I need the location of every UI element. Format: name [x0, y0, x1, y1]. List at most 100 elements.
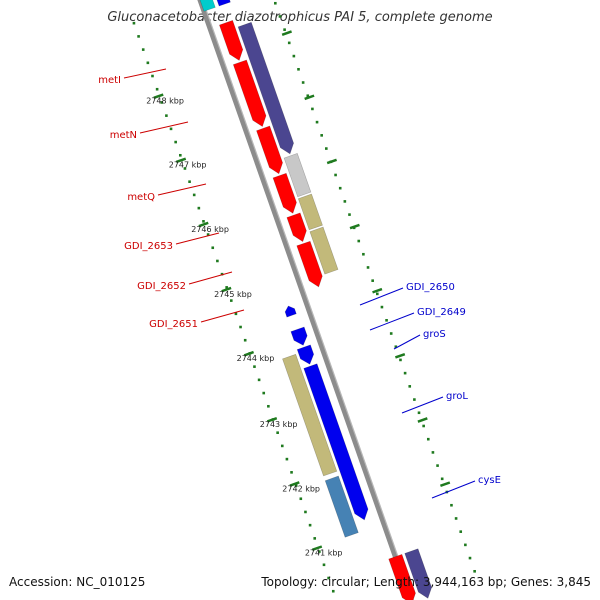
label-leader-line: [401, 396, 444, 414]
gene-block-gdi2649: [290, 326, 308, 346]
tick-label: 2748 kbp: [146, 96, 184, 105]
gene-label: metN: [110, 130, 137, 141]
tick-label: 2747 kbp: [169, 161, 207, 170]
tick-dot-right: [188, 180, 191, 184]
major-tick: [289, 481, 300, 487]
gene-label: GDI_2652: [137, 281, 186, 292]
gene-block-top-blue: [216, 0, 231, 7]
tick-dot-right: [294, 484, 298, 487]
tick-dot-right: [216, 259, 219, 263]
tick-dot-left: [375, 292, 379, 296]
tick-dot-right: [243, 338, 247, 342]
tick-dot-left: [408, 385, 412, 388]
gene-block-gdi2652: [297, 193, 323, 231]
tick-label: 2746 kbp: [191, 225, 229, 234]
backbone-line: [197, 0, 414, 600]
tick-label: 2745 kbp: [214, 290, 252, 299]
tick-label: 2741 kbp: [305, 548, 343, 557]
major-tick: [266, 416, 278, 423]
label-leader-line: [393, 334, 421, 350]
label-leader-line: [359, 287, 404, 306]
tick-dot-left: [413, 398, 416, 401]
tick-dot-right: [169, 127, 173, 131]
tick-dot-left: [450, 503, 453, 507]
tick-dot-left: [403, 371, 407, 375]
tick-dot-right: [262, 391, 266, 395]
tick-dot-left: [348, 213, 351, 216]
tick-dot-right: [280, 444, 284, 448]
tick-dot-left: [278, 15, 282, 18]
label-leader-line: [188, 271, 233, 285]
tick-dot-right: [192, 193, 196, 197]
tick-dot-right: [165, 114, 168, 117]
tick-dot-left: [422, 424, 425, 428]
tick-dot-left: [394, 345, 398, 349]
major-tick: [311, 545, 323, 551]
gene-block-gdi2653: [283, 153, 312, 198]
tick-dot-left: [380, 305, 384, 309]
tick-dot-left: [297, 67, 300, 71]
label-leader-line: [175, 232, 220, 245]
tick-dot-right: [132, 21, 136, 25]
tick-marks: 2748 kbp 2747 kbp 2746 kbp 2745 kbp 2744 kbp…: [146, 30, 451, 557]
tick-dot-right: [253, 365, 256, 368]
tick-dot-right: [234, 312, 238, 316]
tick-dot-left: [389, 332, 393, 335]
tick-dot-right: [318, 550, 321, 553]
tick-dot-right: [327, 576, 330, 580]
tick-dot-right: [220, 272, 224, 276]
major-tick: [394, 352, 406, 359]
tick-dot-left: [426, 437, 430, 441]
tick-dot-left: [436, 464, 439, 467]
features: [199, 0, 432, 600]
tick-dot-left: [371, 279, 374, 282]
major-tick: [439, 481, 451, 487]
summary-text: Topology: circular; Length: 3,944,163 bp…: [261, 575, 591, 589]
tick-dot-right: [322, 563, 326, 567]
gene-label: GDI_2653: [124, 241, 173, 252]
tick-label: 2743 kbp: [260, 420, 298, 429]
gene-block-khaki-right: [282, 353, 338, 477]
tick-dot-left: [301, 81, 305, 84]
tick-dot-right: [146, 61, 150, 65]
gene-label: GDI_2650: [406, 282, 455, 293]
gene-block-top-cyan: [199, 0, 216, 12]
tick-dot-left: [343, 200, 347, 203]
gene-block-cyse: [324, 475, 359, 538]
gene-label: groS: [423, 329, 446, 340]
tick-dot-left: [334, 173, 337, 177]
tick-dot-left: [468, 556, 472, 560]
tick-bands: [132, 1, 476, 593]
major-tick: [243, 350, 255, 357]
label-leader-line: [139, 121, 189, 134]
gene-label: GDI_2649: [417, 307, 466, 318]
tick-dot-left: [459, 530, 463, 533]
gene-block-gdi2650: [284, 305, 297, 318]
gene-block-gros: [296, 344, 315, 365]
tick-dot-right: [290, 471, 293, 474]
tick-dot-left: [362, 252, 365, 256]
tick-dot-left: [325, 147, 328, 150]
tick-dot-right: [285, 457, 289, 461]
gene-block-grol: [303, 363, 369, 521]
gene-label: GDI_2651: [149, 319, 198, 330]
major-tick: [304, 94, 315, 101]
tick-dot-right: [206, 233, 210, 236]
tick-dot-right: [225, 286, 228, 289]
major-tick: [326, 158, 338, 165]
tick-dot-right: [183, 167, 187, 170]
tick-dot-right: [202, 220, 205, 223]
tick-dot-right: [267, 404, 270, 408]
tick-dot-left: [311, 107, 314, 111]
tick-dot-left: [338, 186, 342, 190]
major-tick: [198, 221, 209, 228]
tick-dot-right: [141, 48, 145, 51]
label-leader-line: [369, 312, 415, 331]
gene-block-red-1: [219, 20, 244, 61]
gene-block-red-3: [256, 125, 283, 175]
tick-dot-left: [357, 239, 361, 243]
tick-dot-left: [283, 28, 286, 31]
tick-dot-right: [151, 74, 154, 78]
